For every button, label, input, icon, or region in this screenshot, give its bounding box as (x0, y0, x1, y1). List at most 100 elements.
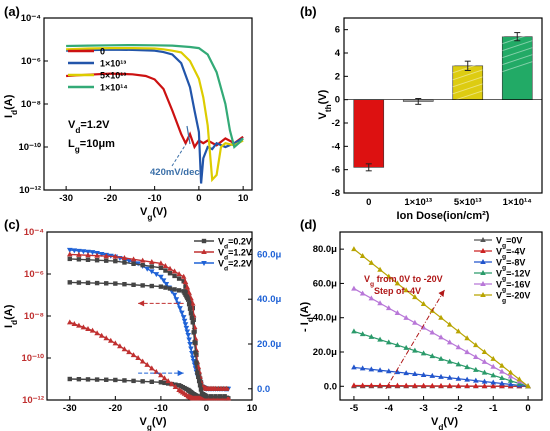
series-marker (94, 258, 100, 263)
legend-marker (201, 249, 207, 254)
legend-marker (480, 259, 486, 264)
series-marker (420, 382, 427, 388)
legend-marker (480, 281, 486, 286)
plot-frame (339, 231, 543, 401)
series-marker (351, 246, 357, 252)
plot-frame (343, 17, 543, 194)
bar-hatch (452, 90, 483, 102)
series-marker (103, 335, 110, 341)
series-marker (490, 355, 497, 361)
bar-hatch (502, 26, 533, 38)
series-marker (481, 349, 488, 354)
y-tick-label: 2 (335, 71, 340, 82)
series-marker (464, 349, 470, 355)
series-marker (112, 340, 119, 346)
legend-marker (480, 237, 486, 242)
series-marker (94, 377, 100, 382)
legend-label: Vd=2.2V (218, 259, 252, 273)
series-marker (158, 284, 164, 289)
series-marker (368, 366, 375, 372)
series-marker (377, 382, 383, 388)
series-marker (121, 254, 128, 260)
series-marker (446, 339, 453, 345)
series-marker (446, 382, 453, 388)
series-marker (182, 322, 189, 328)
series-marker (377, 336, 383, 342)
series-marker (429, 329, 436, 335)
series-marker (139, 358, 146, 364)
series-marker (85, 280, 91, 286)
y-tick-label: 20.0μ (313, 347, 337, 358)
series-marker (189, 315, 195, 320)
series-marker (185, 289, 190, 295)
series-marker (412, 319, 418, 325)
series-marker (67, 256, 72, 262)
y-tick-label: 10⁻⁶ (24, 269, 44, 280)
series-marker (490, 363, 497, 369)
y-tick-label: 10⁻⁸ (21, 99, 41, 110)
series-marker (394, 342, 401, 348)
series-marker (507, 373, 514, 379)
series-marker (148, 365, 155, 371)
series-marker (76, 280, 82, 285)
x-tick-label: -5 (350, 403, 359, 414)
series-marker (455, 382, 462, 388)
series-marker (186, 289, 192, 295)
panel-a: (a) -30 -20 -10 0 10 10⁻¹² 10⁻¹⁰ 10⁻⁸ 10⁻⁶ 10⁻⁴ 0 1×… (3, 4, 253, 222)
series-marker (464, 335, 470, 341)
panel-label: (d) (300, 217, 317, 232)
series-marker (185, 333, 192, 339)
series-marker (122, 281, 127, 287)
panel-d: (d) -5 -4 -3 -2 -1 0 0.0 20.0μ 40.0μ 60.0μ 80.0μ Vg=… (299, 217, 543, 431)
panel-c: (c) -30 -20 -10 0 10 10⁻¹² 10⁻¹⁰ 10⁻⁸ 10⁻⁶ 10⁻⁴ 0.0… (3, 217, 281, 431)
series-marker (126, 349, 132, 355)
x-tick-label: 5×10¹³ (454, 197, 482, 208)
series-marker (368, 382, 375, 388)
x-tick-label: -30 (59, 193, 73, 204)
series-marker (507, 381, 514, 387)
y-tick-label: -6 (332, 165, 340, 176)
series-marker (481, 369, 488, 375)
series-marker (182, 279, 189, 285)
y2-tick-label: 40.0μ (257, 294, 281, 305)
series-marker (135, 355, 141, 360)
series-marker (189, 300, 196, 306)
series-marker (473, 377, 479, 383)
series-marker (438, 355, 444, 361)
series-marker (158, 372, 164, 378)
y-tick-label: 6 (335, 25, 340, 36)
series-marker (438, 373, 444, 379)
series-marker (198, 387, 204, 392)
series-marker (144, 361, 151, 367)
legend-label: 1×10¹⁴ (100, 83, 128, 93)
series-marker (446, 374, 453, 380)
series-marker (377, 300, 383, 306)
series-marker (223, 385, 230, 391)
series-marker (158, 274, 164, 280)
series-marker (412, 294, 418, 300)
series-line (66, 48, 244, 184)
series-marker (197, 383, 203, 388)
panel-label: (b) (300, 4, 317, 19)
series-marker (368, 295, 375, 301)
legend-label: 5×10¹³ (100, 71, 126, 81)
series-marker (455, 361, 462, 367)
series-marker (176, 271, 182, 277)
series-line (66, 43, 244, 149)
series-marker (94, 252, 100, 258)
series-marker (190, 320, 195, 325)
y-tick-label: -8 (332, 188, 340, 199)
legend-marker (480, 248, 486, 253)
series-marker (193, 350, 198, 355)
bar-hatch (452, 76, 483, 88)
series-marker (420, 371, 427, 377)
series-marker (76, 257, 82, 262)
x-tick-label: -30 (63, 403, 77, 414)
x-tick-label: 0 (525, 403, 530, 414)
x-tick-label: 10 (238, 193, 249, 204)
series-marker (153, 368, 160, 374)
series-marker (403, 344, 409, 350)
x-tick-label: 0 (204, 403, 209, 414)
x-tick-label: -20 (104, 193, 118, 204)
series-marker (351, 382, 357, 388)
